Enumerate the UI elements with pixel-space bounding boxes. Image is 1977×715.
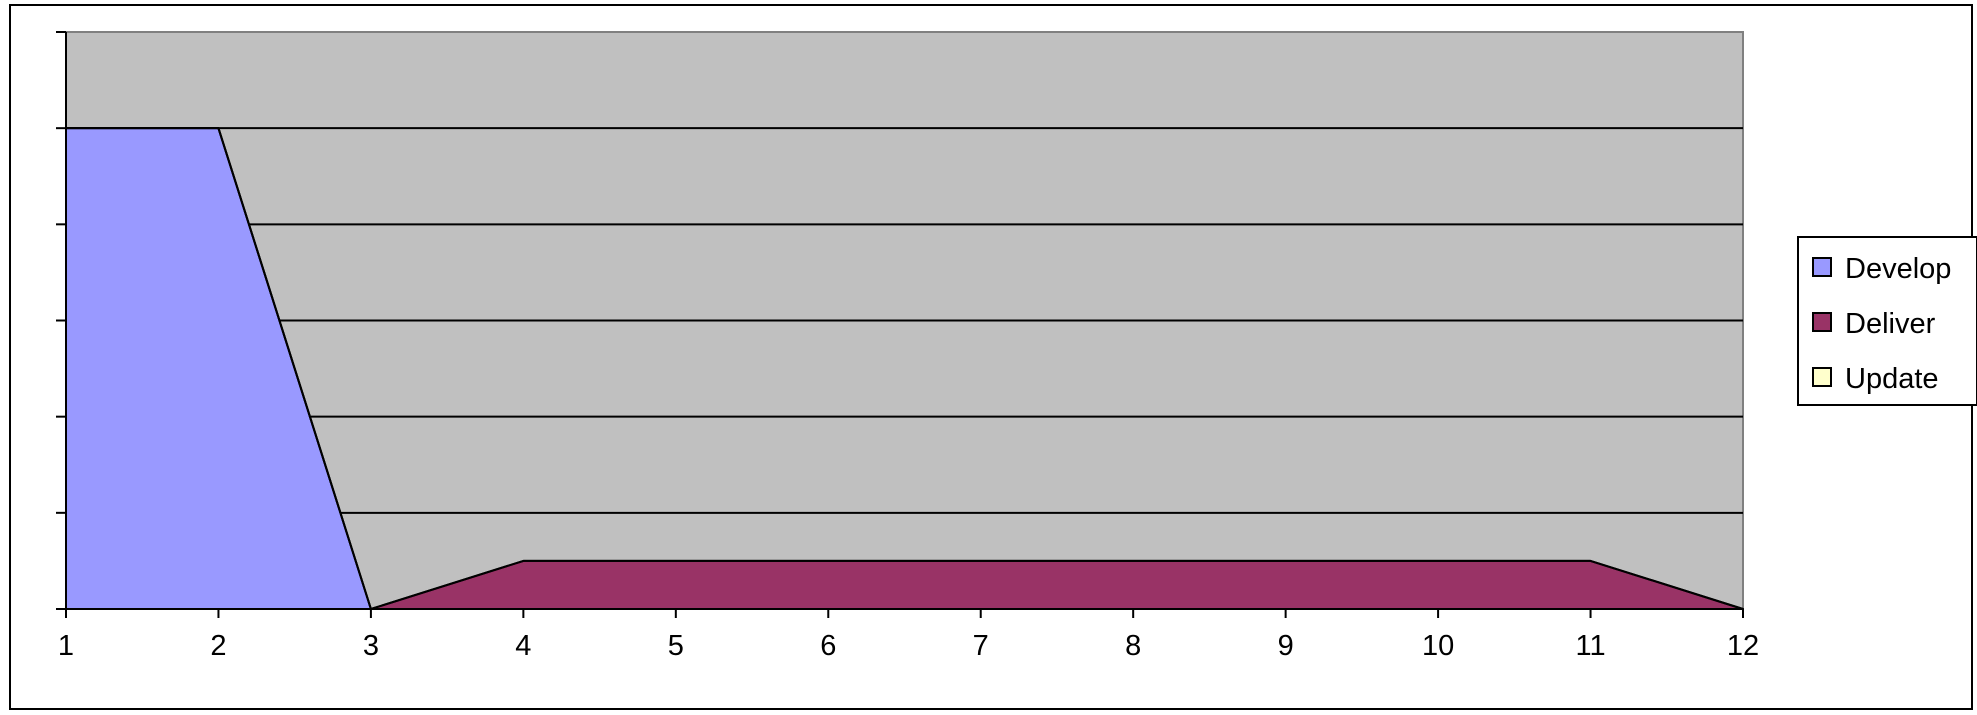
x-tick-label: 3 (363, 630, 379, 662)
x-tick-label: 11 (1575, 630, 1605, 662)
x-tick-label: 8 (1125, 630, 1141, 662)
legend-swatch-develop (1812, 257, 1832, 277)
grid-lines (66, 127, 1743, 514)
legend: Develop Deliver Update (1797, 236, 1977, 406)
legend-label-develop: Develop (1845, 253, 1951, 285)
legend-swatch-deliver (1812, 312, 1832, 332)
x-tick-label: 4 (515, 630, 531, 662)
x-tick-label: 9 (1278, 630, 1294, 662)
legend-label-update: Update (1845, 363, 1939, 395)
x-tick-labels: 1 2 3 4 5 6 7 8 9 10 11 12 (58, 630, 1759, 662)
x-tick-label: 7 (973, 630, 989, 662)
legend-label-deliver: Deliver (1845, 308, 1936, 340)
x-tick-label: 12 (1727, 630, 1759, 662)
x-tick-label: 1 (58, 630, 74, 662)
x-tick-label: 2 (210, 630, 226, 662)
x-tick-label: 10 (1422, 630, 1454, 662)
x-tick-label: 5 (668, 630, 684, 662)
x-tick-label: 6 (820, 630, 836, 662)
axes (56, 31, 1744, 618)
legend-swatch-update (1812, 367, 1832, 387)
